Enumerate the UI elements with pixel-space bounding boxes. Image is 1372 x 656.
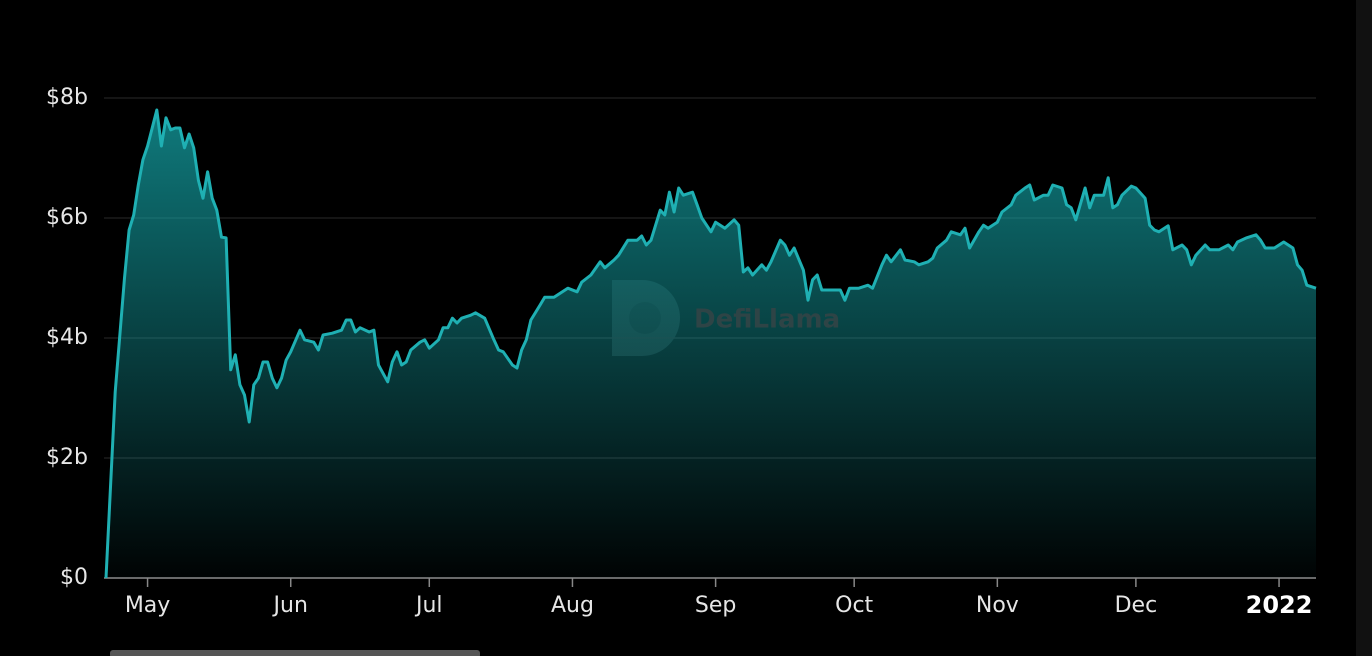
scrollbar-track	[1356, 0, 1372, 656]
x-tick-label: Dec	[1115, 593, 1158, 618]
y-tick-label: $6b	[46, 205, 88, 230]
x-tick-label: Nov	[976, 593, 1019, 618]
y-tick-label: $4b	[46, 325, 88, 350]
x-tick-label: Aug	[551, 593, 594, 618]
y-tick-label: $2b	[46, 445, 88, 470]
x-tick-label: 2022	[1246, 591, 1313, 619]
x-tick-label: Jun	[272, 593, 308, 618]
x-tick-label: Jul	[414, 593, 443, 618]
line	[104, 108, 1317, 579]
brush-handle[interactable]	[110, 650, 480, 656]
area	[106, 110, 1316, 578]
x-tick-label: Sep	[695, 593, 736, 618]
y-tick-label: $0	[60, 565, 88, 590]
watermark: DefiLlama	[694, 305, 840, 335]
x-tick-label: Oct	[835, 593, 873, 618]
y-tick-label: $8b	[46, 85, 88, 110]
x-tick-label: May	[125, 593, 170, 618]
